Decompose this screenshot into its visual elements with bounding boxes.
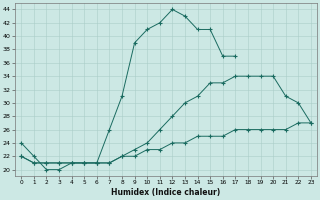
- X-axis label: Humidex (Indice chaleur): Humidex (Indice chaleur): [111, 188, 221, 197]
